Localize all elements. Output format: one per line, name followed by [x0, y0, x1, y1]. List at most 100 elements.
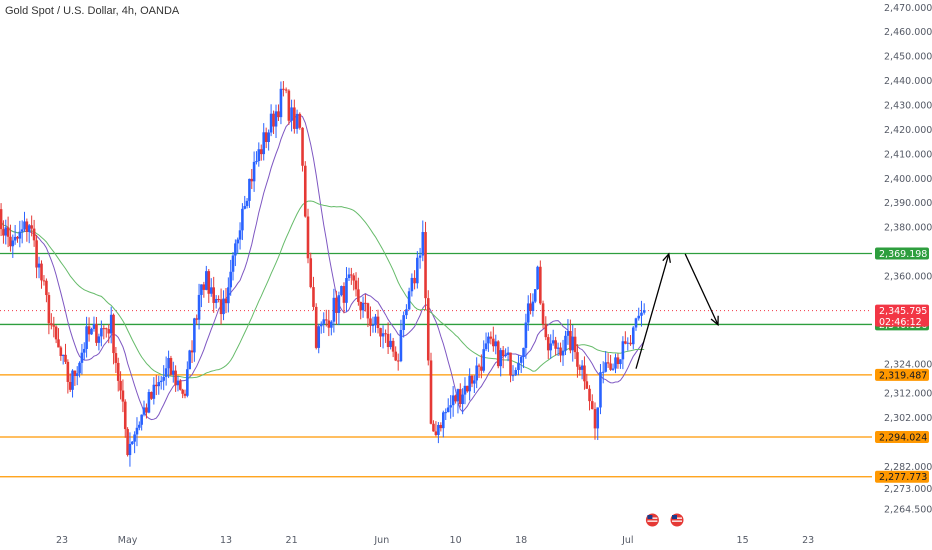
candle-body: [526, 303, 530, 323]
candle-body: [27, 225, 31, 232]
candle-body: [531, 301, 535, 312]
candle-body: [504, 354, 507, 356]
candle-body: [147, 392, 151, 413]
candle-body: [389, 340, 392, 348]
candle-body: [449, 405, 452, 408]
svg-text:2,319.487: 2,319.487: [879, 370, 927, 381]
candle-body: [193, 318, 196, 353]
candle-body: [90, 328, 93, 335]
candle-body: [252, 161, 256, 182]
candle-body: [391, 340, 395, 352]
candle-body: [327, 320, 331, 328]
price-tick-label: 2,460.000: [884, 27, 932, 38]
candle-body: [4, 227, 8, 236]
candle-body: [396, 360, 400, 362]
ma-slow-line: [0, 200, 645, 379]
price-tick-label: 2,380.000: [884, 223, 932, 234]
candle-body: [514, 370, 518, 376]
price-tick-label: 2,282.000: [884, 462, 932, 473]
candle-body: [75, 373, 79, 376]
candle-body: [319, 323, 323, 327]
candle-body: [324, 319, 328, 321]
candle-body: [402, 315, 405, 331]
candle-body: [298, 113, 302, 128]
candle-body: [619, 359, 622, 365]
candle-body: [352, 275, 355, 281]
candle-body: [626, 342, 630, 344]
candle-body: [499, 350, 502, 367]
candle-body: [437, 424, 440, 435]
candle-body: [277, 111, 280, 118]
candle-body: [421, 232, 425, 256]
candle-body: [109, 314, 113, 334]
candle-body: [475, 365, 478, 381]
us-flag-icon[interactable]: [644, 512, 660, 528]
candle-body: [332, 297, 336, 322]
candle-body: [116, 362, 120, 381]
candle-body: [301, 127, 304, 166]
candle-body: [306, 216, 310, 259]
candle-body: [549, 343, 553, 351]
candle-body: [494, 341, 498, 347]
candle-body: [347, 274, 351, 279]
candle-body: [480, 366, 483, 371]
price-axis[interactable]: 2,470.000 2,460.000 2,450.000 2,440.000 2,43…: [872, 0, 932, 550]
us-flag-icon[interactable]: [669, 512, 685, 528]
candle-body: [611, 368, 615, 370]
candle-body: [451, 395, 455, 406]
svg-text:2,369.198: 2,369.198: [879, 249, 927, 260]
candle-body: [470, 375, 474, 384]
candle-body: [212, 287, 215, 303]
candle-body: [167, 357, 170, 369]
candle-body: [410, 277, 414, 292]
projection-down-line[interactable]: [684, 253, 719, 326]
candle-body: [554, 340, 557, 349]
candle-body: [236, 239, 240, 244]
candle-body: [604, 362, 607, 372]
candle-body: [596, 407, 600, 429]
candle-body: [97, 336, 101, 343]
candle-body: [458, 389, 462, 405]
candle-body: [231, 255, 235, 272]
candle-body: [257, 149, 261, 162]
projection-up-line[interactable]: [635, 253, 670, 369]
candle-body: [6, 227, 10, 237]
time-tick-label: 10: [450, 535, 462, 546]
price-tick-label: 2,470.000: [884, 3, 932, 14]
candle-body: [11, 240, 15, 247]
candle-body: [487, 336, 490, 344]
candle-body: [138, 424, 141, 428]
candle-body: [571, 336, 575, 351]
time-axis[interactable]: 23 May 13 21 Jun 10 18 Jul 15 23: [56, 535, 814, 546]
candle-body: [609, 363, 612, 370]
candle-body: [238, 230, 242, 240]
price-level-tag-0: 2,369.198: [875, 247, 929, 260]
candle-body: [102, 328, 106, 330]
candle-body: [444, 412, 448, 414]
candle-body: [45, 280, 48, 296]
candle-body: [624, 341, 627, 344]
candle-body: [279, 88, 283, 118]
candle-body: [274, 111, 278, 127]
candle-body: [473, 380, 476, 384]
moving-averages: [0, 114, 645, 421]
candle-body: [162, 376, 165, 381]
price-tick-label: 2,410.000: [884, 149, 932, 160]
candle-body: [159, 380, 163, 383]
candle-body: [309, 258, 313, 288]
candle-body: [112, 314, 115, 354]
candle-body: [248, 178, 251, 201]
candle-body: [20, 229, 24, 232]
candle-body: [426, 298, 430, 361]
candle-body: [169, 357, 173, 375]
candle-body: [583, 365, 586, 382]
price-tick-label: 2,420.000: [884, 125, 932, 136]
price-tick-label: 2,450.000: [884, 52, 932, 63]
candle-body: [114, 353, 118, 363]
price-level-tag-4: 2,277.773: [875, 470, 929, 483]
time-tick-label: 21: [286, 535, 298, 546]
candle-body: [135, 427, 139, 435]
candle-body: [593, 409, 597, 429]
candle-body: [606, 362, 610, 364]
